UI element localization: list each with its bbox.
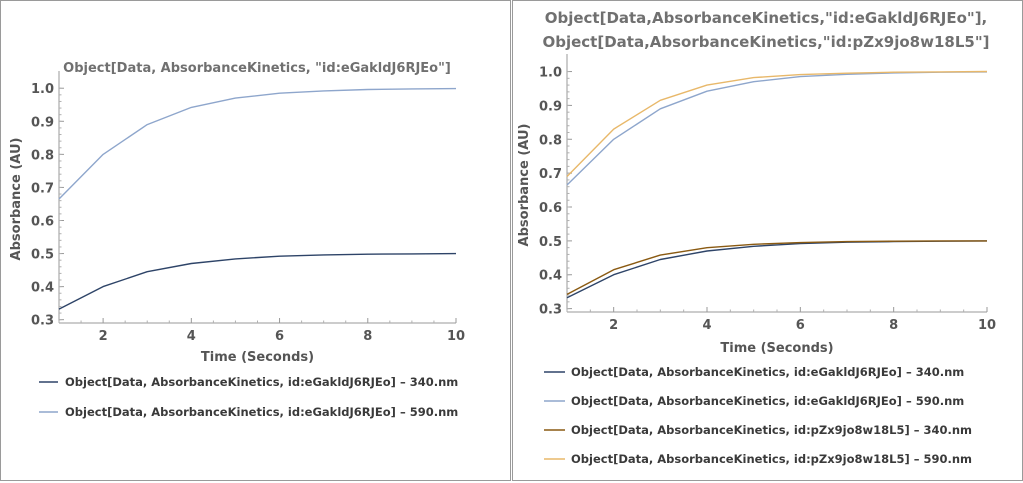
- series-line-0: [566, 240, 988, 299]
- x-axis-label: Time (Seconds): [201, 350, 314, 365]
- y-tick-label: 0.4: [31, 281, 54, 296]
- y-axis-label: Absorbance (AU): [517, 124, 532, 247]
- y-tick-label: 0.8: [539, 133, 562, 148]
- x-tick-label: 10: [447, 329, 465, 344]
- x-tick-label: 8: [889, 318, 898, 333]
- chart-panel-right: Object[Data,AbsorbanceKinetics,"id:eGakl…: [512, 0, 1023, 481]
- legend-label-0: Object[Data, AbsorbanceKinetics, id:eGak…: [571, 365, 964, 379]
- series-line-2: [566, 240, 987, 296]
- y-tick-label: 0.9: [31, 115, 54, 130]
- x-tick-label: 6: [796, 318, 805, 333]
- y-tick-label: 1.0: [539, 66, 562, 81]
- y-tick-label: 0.5: [539, 235, 562, 250]
- y-tick-label: 0.3: [31, 314, 54, 329]
- y-tick-label: 0.7: [31, 181, 54, 196]
- chart-left: Object[Data, AbsorbanceKinetics, "id:eGa…: [9, 61, 465, 419]
- legend-label-2: Object[Data, AbsorbanceKinetics, id:pZx9…: [571, 423, 972, 437]
- x-axis-label: Time (Seconds): [720, 341, 833, 356]
- series-line-1: [566, 71, 988, 186]
- x-tick-label: 8: [363, 329, 372, 344]
- x-tick-label: 6: [275, 329, 284, 344]
- y-tick-label: 0.6: [539, 201, 562, 216]
- x-tick-label: 4: [702, 318, 711, 333]
- y-tick-label: 0.9: [539, 99, 562, 114]
- x-tick-label: 2: [99, 329, 108, 344]
- chart-title-line: Object[Data,AbsorbanceKinetics,"id:eGakl…: [545, 9, 988, 27]
- y-tick-label: 0.4: [539, 269, 562, 284]
- series-line-0: [58, 252, 457, 310]
- y-tick-label: 1.0: [31, 82, 54, 97]
- y-tick-label: 0.3: [539, 303, 562, 318]
- chart-panel-left: Object[Data, AbsorbanceKinetics, "id:eGa…: [0, 0, 511, 481]
- legend-label-3: Object[Data, AbsorbanceKinetics, id:pZx9…: [571, 452, 972, 466]
- x-tick-label: 10: [978, 318, 996, 333]
- y-tick-label: 0.6: [31, 214, 54, 229]
- chart-right: Object[Data,AbsorbanceKinetics,"id:eGakl…: [517, 9, 996, 466]
- series-line-3: [566, 70, 988, 177]
- x-tick-label: 4: [187, 329, 196, 344]
- chart-title-line: Object[Data,AbsorbanceKinetics,"id:pZx9j…: [542, 33, 989, 51]
- chart-title-line: Object[Data, AbsorbanceKinetics, "id:eGa…: [63, 61, 451, 76]
- y-tick-label: 0.8: [31, 148, 54, 163]
- legend-label-0: Object[Data, AbsorbanceKinetics, id:eGak…: [65, 375, 458, 389]
- y-axis-label: Absorbance (AU): [9, 138, 24, 261]
- y-tick-label: 0.5: [31, 248, 54, 263]
- legend-label-1: Object[Data, AbsorbanceKinetics, id:eGak…: [65, 405, 458, 419]
- series-line-1: [58, 87, 457, 200]
- x-tick-label: 2: [609, 318, 618, 333]
- y-tick-label: 0.7: [539, 167, 562, 182]
- legend-label-1: Object[Data, AbsorbanceKinetics, id:eGak…: [571, 394, 964, 408]
